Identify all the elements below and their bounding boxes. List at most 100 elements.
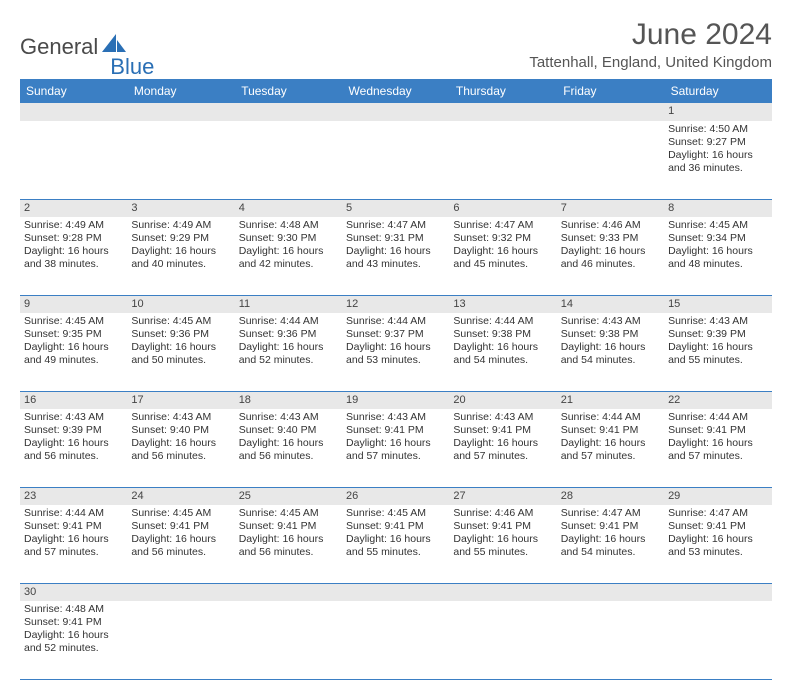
day-number-cell: 8	[664, 199, 771, 217]
day-number-cell	[557, 103, 664, 121]
day-details: Sunrise: 4:43 AMSunset: 9:40 PMDaylight:…	[131, 411, 230, 464]
day-cell: Sunrise: 4:47 AMSunset: 9:31 PMDaylight:…	[342, 217, 449, 295]
day-number-cell	[449, 583, 556, 601]
day-details: Sunrise: 4:49 AMSunset: 9:28 PMDaylight:…	[24, 219, 123, 272]
weekday-header: Friday	[557, 79, 664, 103]
day-number-row: 30	[20, 583, 772, 601]
day-number-cell	[127, 103, 234, 121]
day-cell: Sunrise: 4:47 AMSunset: 9:41 PMDaylight:…	[664, 505, 771, 583]
day-number-cell: 13	[449, 295, 556, 313]
day-cell: Sunrise: 4:44 AMSunset: 9:38 PMDaylight:…	[449, 313, 556, 391]
day-details: Sunrise: 4:47 AMSunset: 9:41 PMDaylight:…	[668, 507, 767, 560]
day-number-cell: 24	[127, 487, 234, 505]
day-cell	[127, 601, 234, 679]
day-details: Sunrise: 4:44 AMSunset: 9:37 PMDaylight:…	[346, 315, 445, 368]
sail-icon	[102, 34, 126, 54]
day-details: Sunrise: 4:45 AMSunset: 9:41 PMDaylight:…	[239, 507, 338, 560]
day-cell	[342, 601, 449, 679]
month-title: June 2024	[529, 18, 772, 52]
day-details: Sunrise: 4:49 AMSunset: 9:29 PMDaylight:…	[131, 219, 230, 272]
day-details: Sunrise: 4:43 AMSunset: 9:41 PMDaylight:…	[453, 411, 552, 464]
day-cell: Sunrise: 4:44 AMSunset: 9:36 PMDaylight:…	[235, 313, 342, 391]
weekday-header: Tuesday	[235, 79, 342, 103]
day-details: Sunrise: 4:46 AMSunset: 9:33 PMDaylight:…	[561, 219, 660, 272]
day-details: Sunrise: 4:43 AMSunset: 9:38 PMDaylight:…	[561, 315, 660, 368]
day-number-cell: 10	[127, 295, 234, 313]
day-number-cell	[664, 583, 771, 601]
day-number-row: 23242526272829	[20, 487, 772, 505]
day-details: Sunrise: 4:45 AMSunset: 9:41 PMDaylight:…	[346, 507, 445, 560]
week-row: Sunrise: 4:44 AMSunset: 9:41 PMDaylight:…	[20, 505, 772, 583]
day-cell: Sunrise: 4:49 AMSunset: 9:28 PMDaylight:…	[20, 217, 127, 295]
day-cell: Sunrise: 4:46 AMSunset: 9:33 PMDaylight:…	[557, 217, 664, 295]
day-details: Sunrise: 4:43 AMSunset: 9:39 PMDaylight:…	[668, 315, 767, 368]
day-number-cell: 15	[664, 295, 771, 313]
day-details: Sunrise: 4:44 AMSunset: 9:38 PMDaylight:…	[453, 315, 552, 368]
day-number-row: 9101112131415	[20, 295, 772, 313]
day-number-cell: 21	[557, 391, 664, 409]
day-cell: Sunrise: 4:45 AMSunset: 9:34 PMDaylight:…	[664, 217, 771, 295]
day-details: Sunrise: 4:47 AMSunset: 9:41 PMDaylight:…	[561, 507, 660, 560]
day-cell: Sunrise: 4:43 AMSunset: 9:41 PMDaylight:…	[449, 409, 556, 487]
day-cell: Sunrise: 4:44 AMSunset: 9:41 PMDaylight:…	[20, 505, 127, 583]
day-cell: Sunrise: 4:46 AMSunset: 9:41 PMDaylight:…	[449, 505, 556, 583]
calendar-body: 1Sunrise: 4:50 AMSunset: 9:27 PMDaylight…	[20, 103, 772, 679]
day-number-cell	[235, 103, 342, 121]
day-cell: Sunrise: 4:45 AMSunset: 9:41 PMDaylight:…	[235, 505, 342, 583]
day-number-cell: 6	[449, 199, 556, 217]
day-number-cell	[235, 583, 342, 601]
day-number-row: 16171819202122	[20, 391, 772, 409]
day-details: Sunrise: 4:43 AMSunset: 9:41 PMDaylight:…	[346, 411, 445, 464]
day-cell: Sunrise: 4:45 AMSunset: 9:35 PMDaylight:…	[20, 313, 127, 391]
day-number-cell	[342, 583, 449, 601]
day-number-cell: 29	[664, 487, 771, 505]
day-cell: Sunrise: 4:48 AMSunset: 9:30 PMDaylight:…	[235, 217, 342, 295]
day-number-cell: 11	[235, 295, 342, 313]
day-cell	[127, 121, 234, 199]
day-number-cell: 14	[557, 295, 664, 313]
week-row: Sunrise: 4:50 AMSunset: 9:27 PMDaylight:…	[20, 121, 772, 199]
day-number-cell: 19	[342, 391, 449, 409]
day-cell: Sunrise: 4:43 AMSunset: 9:38 PMDaylight:…	[557, 313, 664, 391]
day-cell	[664, 601, 771, 679]
day-cell: Sunrise: 4:45 AMSunset: 9:41 PMDaylight:…	[342, 505, 449, 583]
day-number-cell: 23	[20, 487, 127, 505]
day-cell	[557, 601, 664, 679]
day-details: Sunrise: 4:46 AMSunset: 9:41 PMDaylight:…	[453, 507, 552, 560]
week-row: Sunrise: 4:49 AMSunset: 9:28 PMDaylight:…	[20, 217, 772, 295]
day-cell: Sunrise: 4:43 AMSunset: 9:40 PMDaylight:…	[127, 409, 234, 487]
day-cell: Sunrise: 4:44 AMSunset: 9:41 PMDaylight:…	[664, 409, 771, 487]
brand-part1: General	[20, 34, 98, 60]
brand-part2: Blue	[110, 54, 154, 80]
location-text: Tattenhall, England, United Kingdom	[529, 54, 772, 71]
day-number-cell: 18	[235, 391, 342, 409]
day-number-cell: 4	[235, 199, 342, 217]
day-details: Sunrise: 4:45 AMSunset: 9:36 PMDaylight:…	[131, 315, 230, 368]
header: General Blue June 2024 Tattenhall, Engla…	[20, 18, 772, 71]
weekday-header: Saturday	[664, 79, 771, 103]
brand-logo: General Blue	[20, 18, 150, 70]
day-number-cell: 17	[127, 391, 234, 409]
day-details: Sunrise: 4:44 AMSunset: 9:41 PMDaylight:…	[668, 411, 767, 464]
day-number-cell: 30	[20, 583, 127, 601]
day-number-cell: 20	[449, 391, 556, 409]
day-number-cell: 26	[342, 487, 449, 505]
day-number-cell: 3	[127, 199, 234, 217]
day-number-cell	[20, 103, 127, 121]
weekday-header: Wednesday	[342, 79, 449, 103]
weekday-header: Monday	[127, 79, 234, 103]
day-number-cell: 22	[664, 391, 771, 409]
week-row: Sunrise: 4:45 AMSunset: 9:35 PMDaylight:…	[20, 313, 772, 391]
day-details: Sunrise: 4:45 AMSunset: 9:34 PMDaylight:…	[668, 219, 767, 272]
day-number-cell: 5	[342, 199, 449, 217]
day-number-cell: 9	[20, 295, 127, 313]
day-details: Sunrise: 4:47 AMSunset: 9:31 PMDaylight:…	[346, 219, 445, 272]
title-block: June 2024 Tattenhall, England, United Ki…	[529, 18, 772, 71]
weekday-header: Sunday	[20, 79, 127, 103]
day-cell	[235, 121, 342, 199]
day-number-cell: 12	[342, 295, 449, 313]
day-cell	[557, 121, 664, 199]
day-number-cell: 1	[664, 103, 771, 121]
day-details: Sunrise: 4:45 AMSunset: 9:35 PMDaylight:…	[24, 315, 123, 368]
day-details: Sunrise: 4:47 AMSunset: 9:32 PMDaylight:…	[453, 219, 552, 272]
